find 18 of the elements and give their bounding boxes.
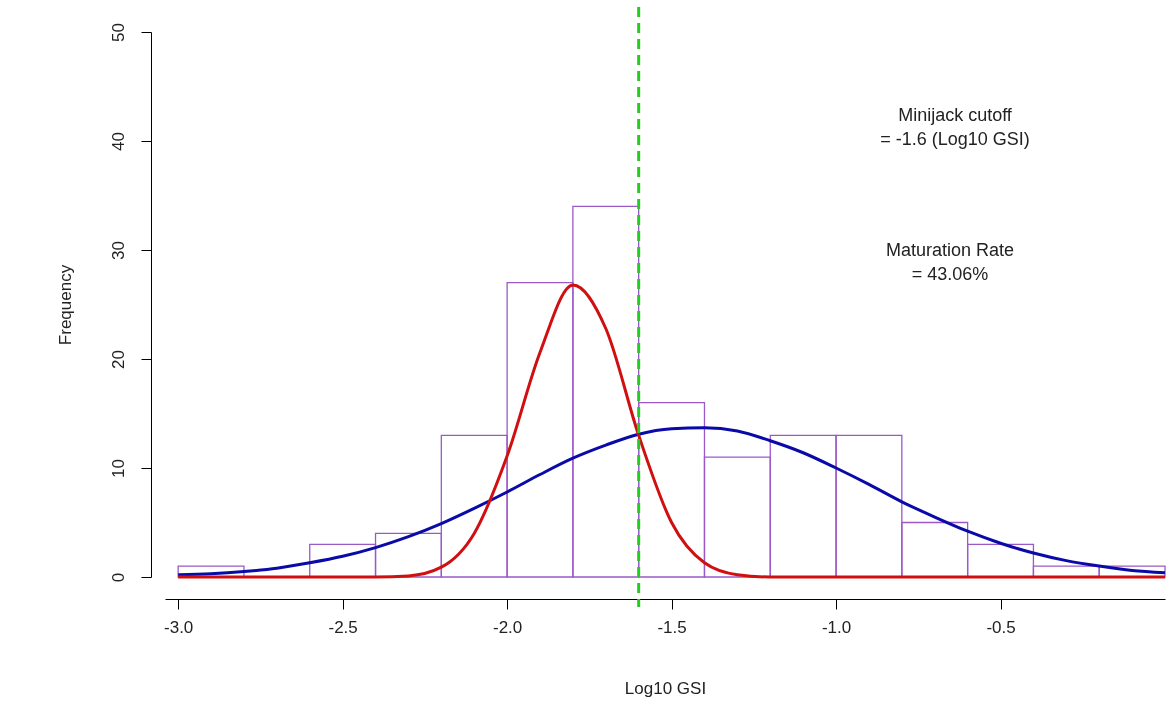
y-tick-label: 0	[108, 572, 128, 583]
y-axis-title: Frequency	[55, 264, 75, 346]
x-tick-label: -1.0	[821, 617, 852, 637]
line-series	[176, 426, 1167, 577]
x-tick-label: -0.5	[986, 617, 1016, 637]
y-tick-label: 10	[108, 459, 128, 478]
x-tick-label: -2.0	[492, 617, 523, 637]
y-tick-label: 40	[108, 132, 128, 151]
x-axis-title: Log10 GSI	[624, 678, 707, 698]
annotation: Maturation Rate = 43.06%	[885, 240, 1015, 284]
y-tick-label: 30	[108, 241, 128, 260]
y-tick-label: 50	[108, 23, 128, 42]
line-series	[176, 283, 1167, 579]
y-tick-label: 20	[108, 350, 128, 369]
x-tick-label: -1.5	[657, 617, 687, 637]
x-tick-label: -2.5	[328, 617, 358, 637]
x-tick-label: -3.0	[164, 617, 194, 637]
annotation: Minijack cutoff = -1.6 (Log10 GSI)	[880, 105, 1030, 149]
